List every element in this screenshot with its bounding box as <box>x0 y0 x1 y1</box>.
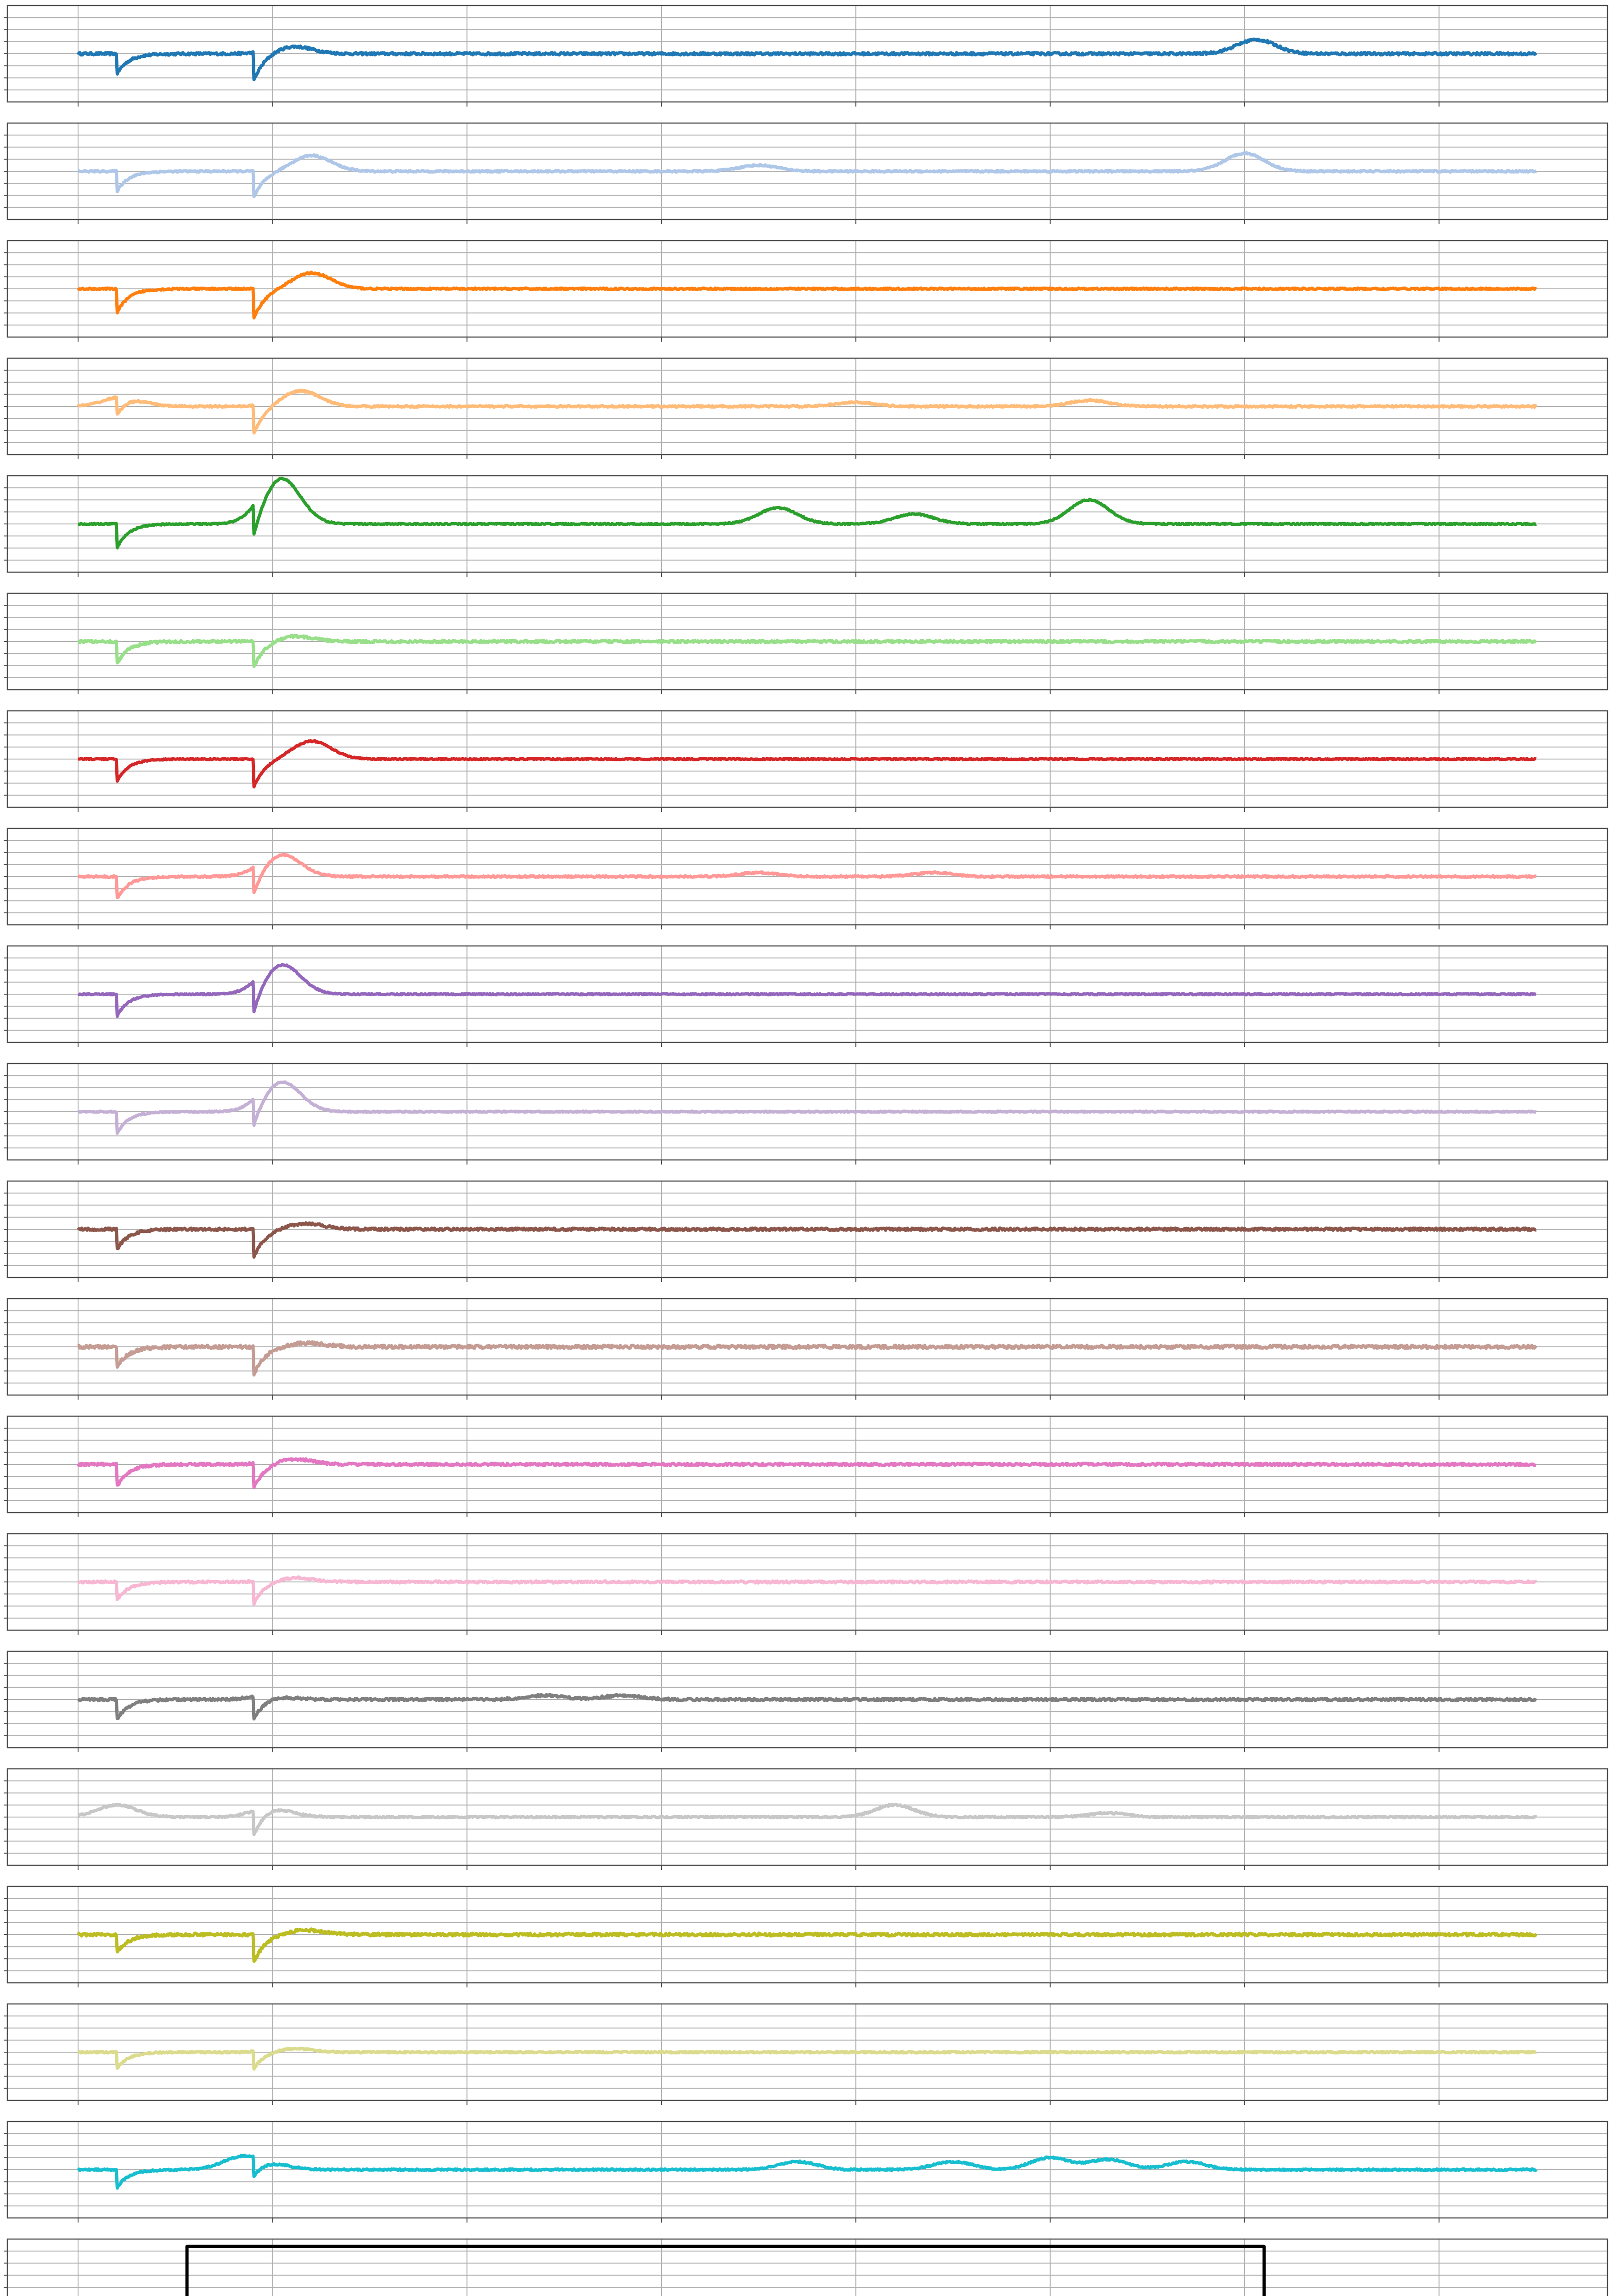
panel-12 <box>4 1298 1608 1400</box>
axes-frame <box>6 1885 1608 1984</box>
axes-frame <box>6 475 1608 573</box>
series-line <box>77 962 1537 1018</box>
axes-frame <box>6 357 1608 456</box>
panel-20 <box>4 2238 1608 2296</box>
series-line <box>185 2245 1266 2296</box>
axes-frame <box>6 5 1608 103</box>
axes-frame <box>6 2003 1608 2101</box>
axes-frame <box>6 1650 1608 1749</box>
panel-7 <box>4 710 1608 812</box>
series-line <box>77 1080 1537 1135</box>
series-line <box>77 1693 1538 1721</box>
panel-4 <box>4 357 1608 459</box>
panel-13 <box>4 1415 1608 1517</box>
series-line <box>77 477 1537 550</box>
panel-1 <box>4 5 1608 107</box>
series-line <box>77 151 1537 198</box>
series-line <box>77 852 1537 899</box>
axes-frame <box>6 122 1608 220</box>
series-line <box>77 1575 1537 1606</box>
series-line <box>77 388 1538 435</box>
series-line <box>77 270 1538 320</box>
panel-3 <box>4 240 1608 342</box>
series-line <box>77 1802 1538 1836</box>
panel-8 <box>4 827 1608 929</box>
axes-frame <box>6 1415 1608 1514</box>
axes-frame <box>6 240 1608 338</box>
panel-5 <box>4 475 1608 577</box>
panel-14 <box>4 1533 1608 1635</box>
series-line <box>77 1221 1537 1259</box>
panel-10 <box>4 1063 1608 1165</box>
axes-frame <box>6 710 1608 808</box>
panel-6 <box>4 592 1608 694</box>
panel-2 <box>4 122 1608 224</box>
axes-frame <box>6 1533 1608 1631</box>
panel-17 <box>4 1885 1608 1987</box>
panel-19 <box>4 2121 1608 2223</box>
series-line <box>77 739 1537 788</box>
panel-11 <box>4 1180 1608 1282</box>
axes-frame <box>6 2238 1608 2296</box>
panel-15 <box>4 1650 1608 1752</box>
axes-frame <box>6 945 1608 1043</box>
axes-frame <box>6 2121 1608 2219</box>
panel-16 <box>4 1768 1608 1870</box>
series-line <box>76 37 1538 81</box>
axes-frame <box>6 1180 1608 1278</box>
series-line <box>76 1927 1538 1963</box>
series-line <box>77 2153 1538 2190</box>
axes-frame <box>6 1063 1608 1161</box>
axes-frame <box>6 592 1608 691</box>
series-line <box>77 1457 1537 1489</box>
series-line <box>77 634 1538 668</box>
panel-9 <box>4 945 1608 1047</box>
axes-frame <box>6 1768 1608 1866</box>
axes-frame <box>6 827 1608 926</box>
axes-frame <box>6 1298 1608 1396</box>
series-line <box>77 1340 1538 1377</box>
series-line <box>77 2046 1537 2071</box>
panel-18 <box>4 2003 1608 2105</box>
